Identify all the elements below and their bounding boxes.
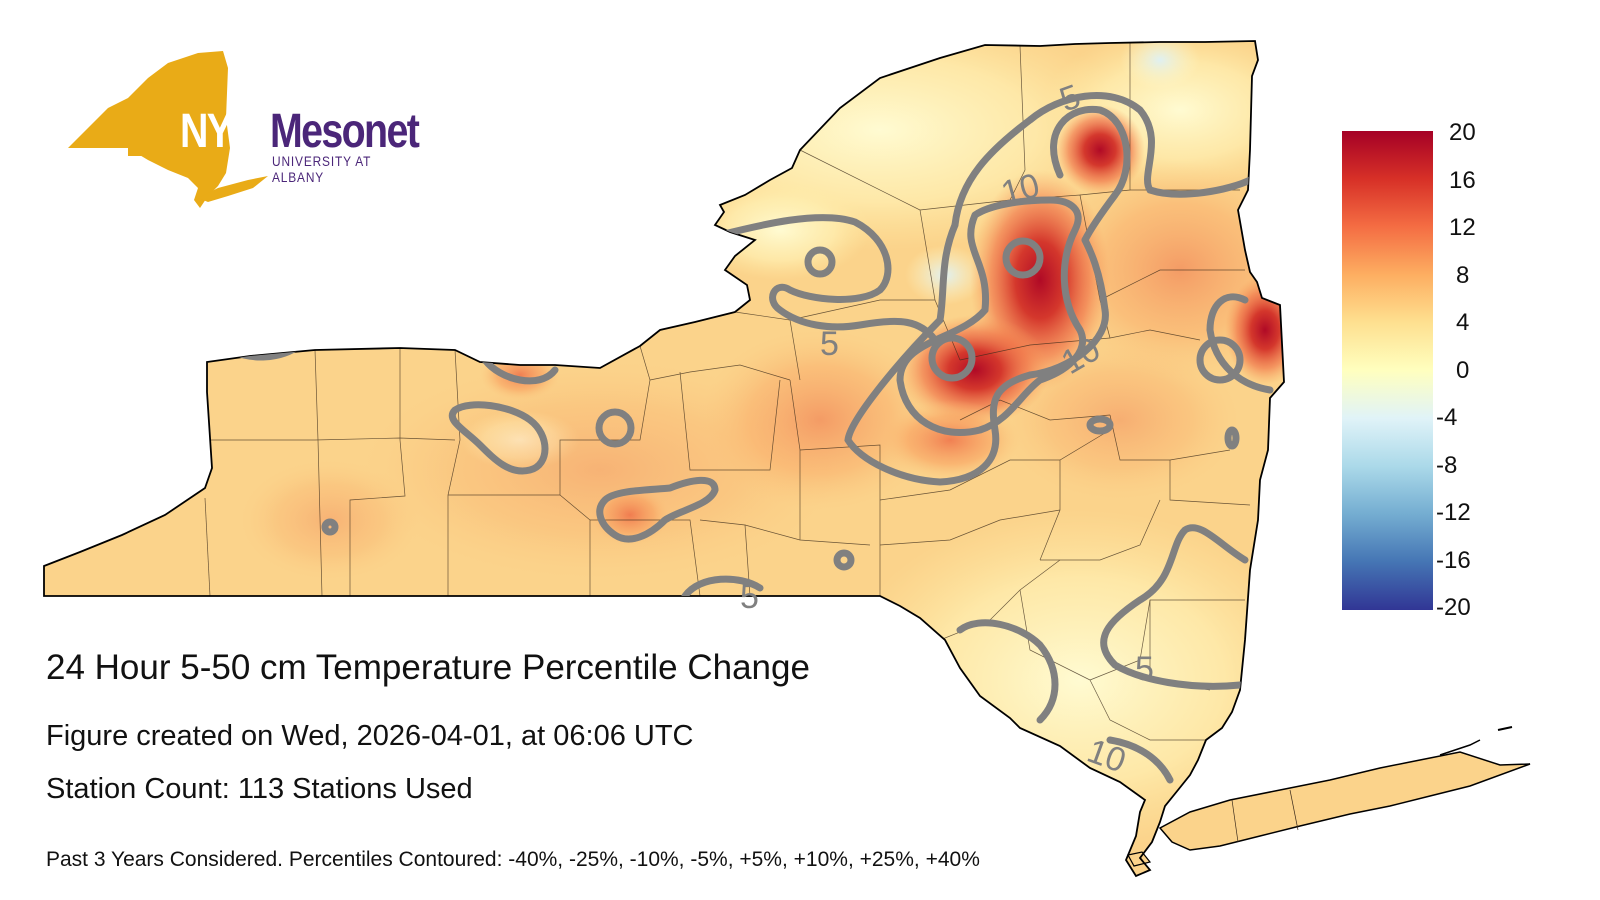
colorbar-tick-label: -12 <box>1436 499 1471 526</box>
colorbar-tick-label: -8 <box>1436 451 1458 479</box>
figure-created-text: Figure created on Wed, 2026-04-01, at 06… <box>46 720 694 752</box>
colorbar-tick-label: 8 <box>1456 261 1470 289</box>
nys-mesonet-logo: NYS Mesonet UNIVERSITY AT ALBANY <box>48 48 420 208</box>
station-count-text: Station Count: 113 Stations Used <box>46 773 473 805</box>
long-island <box>1127 726 1531 867</box>
contour-label: 5 <box>1135 650 1154 688</box>
map-title: 24 Hour 5-50 cm Temperature Percentile C… <box>46 648 810 687</box>
state-outline <box>43 40 1285 878</box>
colorbar-tick-label: 12 <box>1449 214 1476 241</box>
colorbar-tick-label: 0 <box>1456 356 1470 384</box>
logo-nys-text: NYS <box>180 105 258 158</box>
contour-lines <box>226 92 1274 784</box>
colorbar-tick-label: -4 <box>1436 404 1458 431</box>
colorbar-tick-label: 20 <box>1449 119 1476 146</box>
logo-university-text: UNIVERSITY AT ALBANY <box>272 153 372 185</box>
colorbar-tick-label: 4 <box>1456 309 1470 336</box>
contour-label: 5 <box>740 578 759 616</box>
nys-state-shape-icon <box>68 51 268 208</box>
colorbar-tick-label: -16 <box>1436 546 1471 574</box>
colorbar-tick-label: -20 <box>1436 594 1471 621</box>
colorbar <box>1342 131 1433 610</box>
colorbar-tick-label: 16 <box>1449 166 1476 194</box>
contour-label: 5 <box>820 325 839 363</box>
footnote-text: Past 3 Years Considered. Percentiles Con… <box>46 848 980 871</box>
logo-mesonet-text: Mesonet <box>270 105 420 158</box>
